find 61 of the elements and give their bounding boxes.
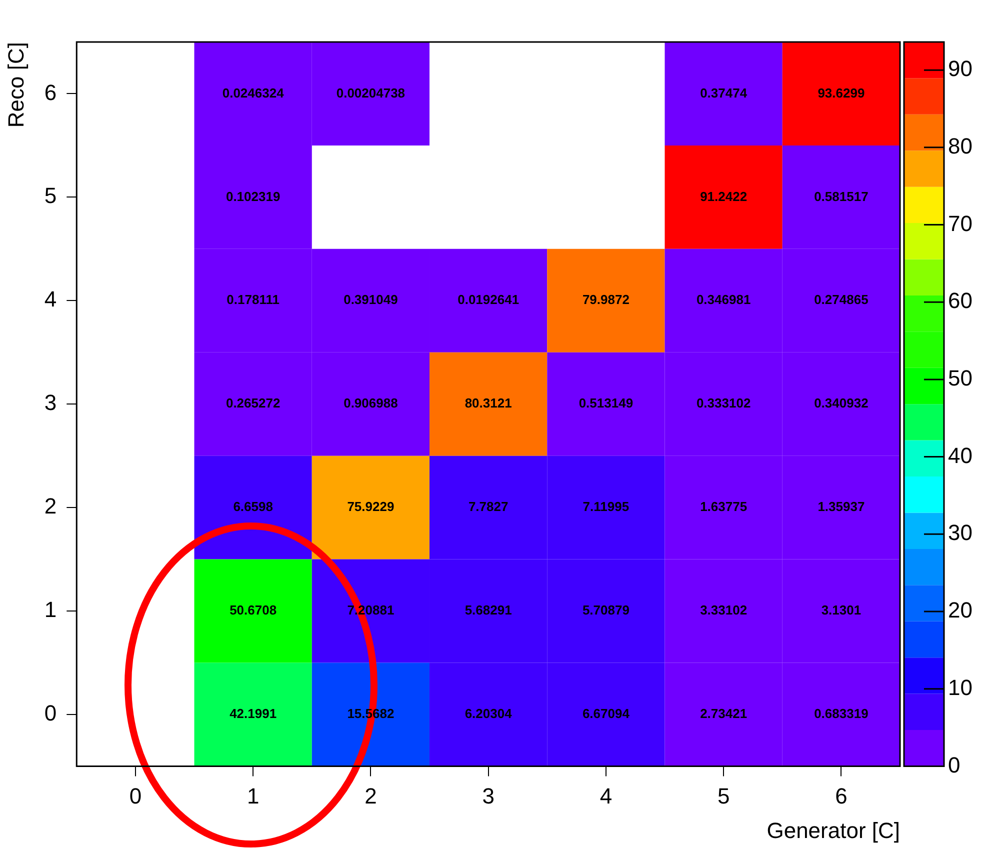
color-bar-label: 90 <box>948 56 972 82</box>
data-label: 0.333102 <box>696 396 751 411</box>
data-label: 3.1301 <box>821 602 862 618</box>
data-label: 2.73421 <box>700 706 748 722</box>
data-label: 50.6708 <box>230 602 277 618</box>
data-label: 42.1991 <box>230 706 277 722</box>
color-bar-label: 30 <box>948 520 972 546</box>
data-label: 0.00204738 <box>336 85 406 100</box>
data-label: 0.0246324 <box>222 85 285 100</box>
color-bar-label: 0 <box>948 752 960 778</box>
data-label: 80.3121 <box>464 396 512 411</box>
color-bar-label: 60 <box>948 288 972 314</box>
color-bar-label: 80 <box>948 133 972 158</box>
data-label: 0.346981 <box>696 292 751 308</box>
y-tick-label: 6 <box>44 80 57 105</box>
y-tick-label: 4 <box>44 286 57 312</box>
data-label: 0.102319 <box>226 188 280 204</box>
color-bar-label: 70 <box>948 210 972 236</box>
y-tick-label: 2 <box>44 494 57 519</box>
data-label: 79.9872 <box>582 292 630 308</box>
y-axis-title: Reco [C] <box>3 42 28 128</box>
data-label: 0.265272 <box>226 396 280 411</box>
data-label: 7.11995 <box>582 499 630 514</box>
color-bar-label: 10 <box>948 674 972 700</box>
x-tick-label: 5 <box>717 783 730 808</box>
color-bar-label: 40 <box>948 442 972 468</box>
data-label: 0.178111 <box>226 292 280 308</box>
color-bar-label: 50 <box>948 366 972 391</box>
data-label: 75.9229 <box>347 499 394 514</box>
data-label: 5.70879 <box>582 602 630 618</box>
y-tick-label: 1 <box>44 597 57 622</box>
x-tick-label: 4 <box>600 783 612 808</box>
x-tick-label: 1 <box>246 783 260 808</box>
x-axis-title: Generator [C] <box>766 818 900 843</box>
data-label: 93.6299 <box>818 85 865 100</box>
color-bar-label: 20 <box>948 598 972 623</box>
data-label: 0.340932 <box>814 396 868 411</box>
data-label: 91.2422 <box>700 188 748 204</box>
data-label: 1.35937 <box>818 499 865 514</box>
data-label: 7.7827 <box>468 499 508 514</box>
data-label: 0.0192641 <box>458 292 520 308</box>
y-tick-label: 5 <box>44 183 57 208</box>
y-tick-label: 0 <box>44 700 57 726</box>
data-label: 0.513149 <box>578 396 634 411</box>
data-label: 1.63775 <box>700 499 748 514</box>
data-label: 6.67094 <box>582 706 630 722</box>
data-label: 0.683319 <box>814 706 868 722</box>
data-label: 6.20304 <box>464 706 513 722</box>
x-tick-label: 0 <box>129 783 142 808</box>
y-tick-label: 3 <box>44 390 57 416</box>
data-label: 0.906988 <box>344 396 398 411</box>
data-label: 0.391049 <box>344 292 398 308</box>
data-label: 3.33102 <box>700 602 748 618</box>
data-label: 5.68291 <box>464 602 512 618</box>
data-label: 6.6598 <box>233 499 273 514</box>
data-label: 0.581517 <box>814 188 868 204</box>
x-tick-label: 2 <box>364 783 377 808</box>
data-label: 0.37474 <box>700 85 748 100</box>
data-label: 0.274865 <box>814 292 868 308</box>
x-tick-label: 6 <box>835 783 848 808</box>
x-tick-label: 3 <box>482 783 494 808</box>
